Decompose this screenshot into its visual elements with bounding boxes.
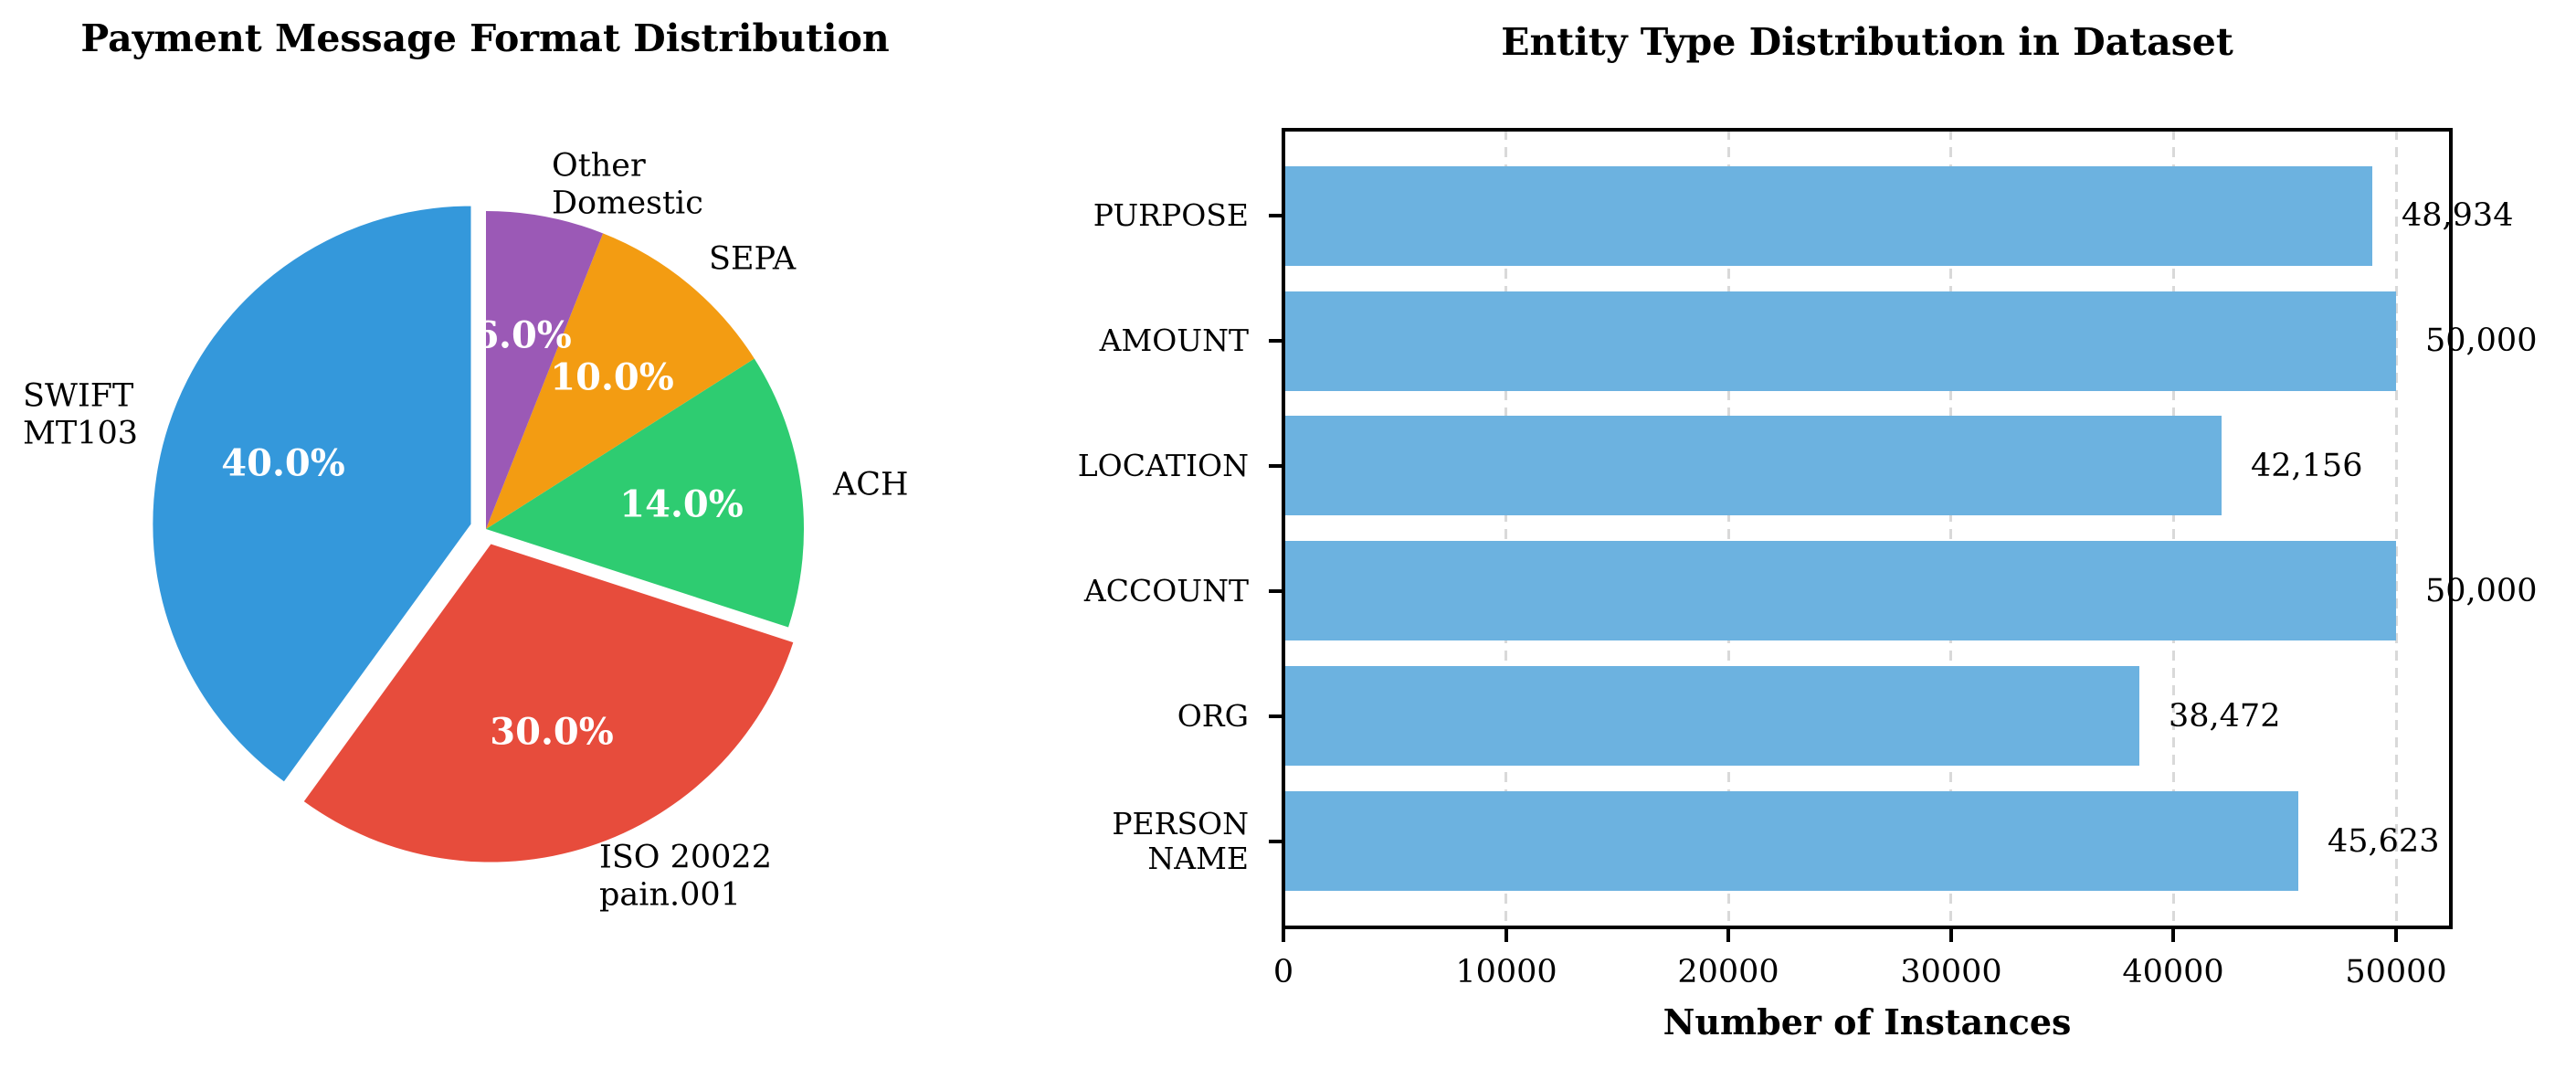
gridline-10000 xyxy=(1504,130,1507,927)
pie-slice-name-other-domestic: Other Domestic xyxy=(552,147,703,222)
pie-svg xyxy=(153,206,805,863)
x-tick-label-50000: 50000 xyxy=(2345,954,2447,990)
x-tick-10000 xyxy=(1504,927,1508,942)
spine-bottom xyxy=(1282,926,2453,929)
pie-slice-name-swift-mt103: SWIFT MT103 xyxy=(23,377,138,452)
pie-pct-sepa: 10.0% xyxy=(550,355,674,399)
bar-value-person-name: 45,623 xyxy=(2328,823,2440,860)
y-tick-location xyxy=(1269,464,1283,468)
pie-pct-swift-mt103: 40.0% xyxy=(221,441,345,485)
x-tick-label-10000: 10000 xyxy=(1455,954,1557,990)
y-tick-amount xyxy=(1269,339,1283,343)
y-tick-label-amount: AMOUNT xyxy=(1099,323,1249,359)
spine-top xyxy=(1282,128,2453,132)
x-tick-30000 xyxy=(1949,927,1953,942)
y-tick-account xyxy=(1269,589,1283,593)
y-tick-label-person-name: PERSON NAME xyxy=(1112,806,1249,876)
gridline-30000 xyxy=(1949,130,1952,927)
y-tick-person-name xyxy=(1269,840,1283,843)
bar-value-amount: 50,000 xyxy=(2425,323,2538,359)
pie-slice-sepa xyxy=(486,233,755,529)
y-tick-label-org: ORG xyxy=(1177,698,1249,735)
gridline-40000 xyxy=(2172,130,2175,927)
pie-pct-ach: 14.0% xyxy=(619,482,744,526)
bar-value-location: 42,156 xyxy=(2251,448,2363,484)
pie-slice-other-domestic xyxy=(486,210,604,529)
x-tick-label-30000: 30000 xyxy=(1900,954,2002,990)
spine-right xyxy=(2449,128,2453,929)
x-tick-50000 xyxy=(2394,927,2398,942)
x-tick-0 xyxy=(1282,927,1285,942)
x-axis-label: Number of Instances xyxy=(1663,1001,2072,1043)
bar-chart-title: Entity Type Distribution in Dataset xyxy=(1501,20,2233,64)
gridline-50000 xyxy=(2395,130,2398,927)
bar-value-purpose: 48,934 xyxy=(2402,197,2514,234)
pie-slice-name-iso-20022-pain-001: ISO 20022 pain.001 xyxy=(599,839,772,914)
y-tick-label-account: ACCOUNT xyxy=(1083,573,1249,609)
bar-purpose xyxy=(1283,166,2372,266)
y-tick-purpose xyxy=(1269,214,1283,217)
y-tick-label-location: LOCATION xyxy=(1077,448,1249,484)
bar-org xyxy=(1283,666,2139,766)
bar-location xyxy=(1283,416,2222,515)
gridline-20000 xyxy=(1727,130,1730,927)
x-tick-20000 xyxy=(1726,927,1730,942)
x-tick-label-20000: 20000 xyxy=(1677,954,1779,990)
pie-pct-other-domestic: 6.0% xyxy=(473,313,572,357)
bar-value-account: 50,000 xyxy=(2425,573,2538,609)
x-tick-label-0: 0 xyxy=(1272,954,1294,990)
pie-slice-iso-20022-pain-001 xyxy=(303,544,794,863)
y-tick-label-purpose: PURPOSE xyxy=(1093,197,1249,234)
bar-value-org: 38,472 xyxy=(2169,698,2281,735)
pie-slice-name-sepa: SEPA xyxy=(709,240,797,278)
bar-amount xyxy=(1283,291,2396,391)
pie-slice-swift-mt103 xyxy=(153,206,471,782)
pie-slice-name-ach: ACH xyxy=(833,466,909,503)
bar-person-name xyxy=(1283,791,2298,891)
x-tick-label-40000: 40000 xyxy=(2122,954,2224,990)
pie-chart-title: Payment Message Format Distribution xyxy=(80,16,890,60)
pie-slice-ach xyxy=(486,358,805,628)
y-tick-org xyxy=(1269,714,1283,718)
x-tick-40000 xyxy=(2171,927,2175,942)
bar-account xyxy=(1283,541,2396,640)
spine-left xyxy=(1282,128,1285,929)
pie-pct-iso-20022-pain-001: 30.0% xyxy=(490,710,614,754)
